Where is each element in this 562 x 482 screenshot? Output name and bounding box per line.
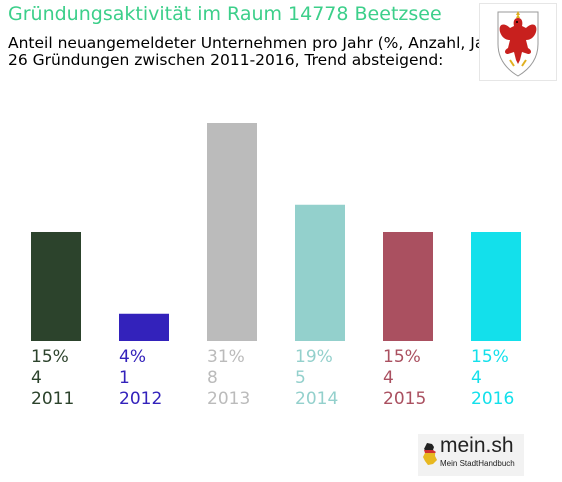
subtitle-line-2: 26 Gründungen zwischen 2011-2016, Trend … xyxy=(8,51,444,69)
bar-2013 xyxy=(207,123,257,341)
count-label-2015: 4 xyxy=(383,368,394,388)
logo-subtext: Mein StadtHandbuch xyxy=(440,459,515,468)
year-label-2012: 2012 xyxy=(119,389,163,409)
year-label-2015: 2015 xyxy=(383,389,427,409)
bar-2012 xyxy=(119,313,169,341)
year-label-2016: 2016 xyxy=(471,389,515,409)
bar-2015 xyxy=(383,232,433,341)
logo-text: mein.sh xyxy=(440,434,514,457)
percent-label-2013: 31% xyxy=(207,347,245,367)
mein-sh-logo: mein.sh Mein StadtHandbuch xyxy=(418,434,524,476)
germany-map-icon xyxy=(423,443,437,465)
percent-label-2015: 15% xyxy=(383,347,421,367)
year-label-2014: 2014 xyxy=(295,389,339,409)
percent-label-2016: 15% xyxy=(471,347,509,367)
percent-label-2014: 19% xyxy=(295,347,333,367)
count-label-2013: 8 xyxy=(207,368,218,388)
count-label-2011: 4 xyxy=(31,368,42,388)
coat-of-arms-icon xyxy=(479,3,557,81)
subtitle-line-1: Anteil neuangemeldeter Unternehmen pro J… xyxy=(8,34,507,52)
year-label-2011: 2011 xyxy=(31,389,75,409)
count-label-2016: 4 xyxy=(471,368,482,388)
bar-2016 xyxy=(471,232,521,341)
count-label-2012: 1 xyxy=(119,368,130,388)
count-label-2014: 5 xyxy=(295,368,306,388)
bar-2014 xyxy=(295,204,345,341)
chart-subtitle: Anteil neuangemeldeter Unternehmen pro J… xyxy=(8,35,507,69)
year-label-2013: 2013 xyxy=(207,389,251,409)
percent-label-2011: 15% xyxy=(31,347,69,367)
bar-2011 xyxy=(31,232,81,341)
chart-title: Gründungsaktivität im Raum 14778 Beetzse… xyxy=(8,3,442,25)
percent-label-2012: 4% xyxy=(119,347,146,367)
